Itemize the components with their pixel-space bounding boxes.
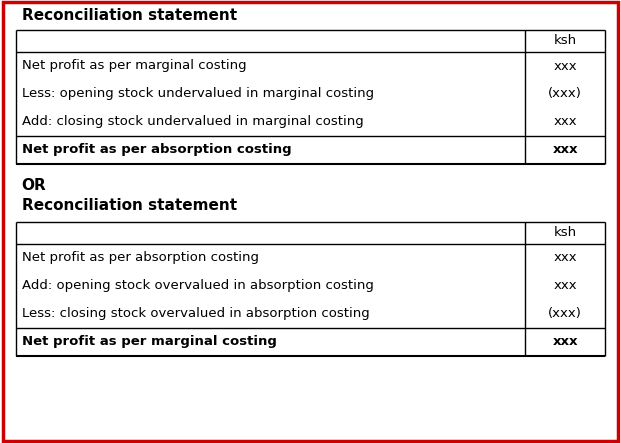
Text: xxx: xxx bbox=[553, 252, 577, 264]
Text: Add: closing stock undervalued in marginal costing: Add: closing stock undervalued in margin… bbox=[22, 116, 363, 128]
Text: ksh: ksh bbox=[553, 226, 577, 240]
Text: Reconciliation statement: Reconciliation statement bbox=[22, 198, 237, 214]
Text: Net profit as per absorption costing: Net profit as per absorption costing bbox=[22, 252, 259, 264]
Text: Net profit as per marginal costing: Net profit as per marginal costing bbox=[22, 59, 247, 73]
Text: Net profit as per absorption costing: Net profit as per absorption costing bbox=[22, 144, 291, 156]
Text: xxx: xxx bbox=[553, 59, 577, 73]
Text: xxx: xxx bbox=[552, 335, 578, 349]
Text: Less: closing stock overvalued in absorption costing: Less: closing stock overvalued in absorp… bbox=[22, 307, 369, 320]
Text: xxx: xxx bbox=[552, 144, 578, 156]
Text: xxx: xxx bbox=[553, 116, 577, 128]
Text: Reconciliation statement: Reconciliation statement bbox=[22, 8, 237, 23]
Text: Less: opening stock undervalued in marginal costing: Less: opening stock undervalued in margi… bbox=[22, 88, 374, 101]
Text: xxx: xxx bbox=[553, 280, 577, 292]
Text: (xxx): (xxx) bbox=[548, 88, 582, 101]
Text: ksh: ksh bbox=[553, 35, 577, 47]
Text: OR: OR bbox=[22, 179, 47, 194]
Text: (xxx): (xxx) bbox=[548, 307, 582, 320]
Text: Add: opening stock overvalued in absorption costing: Add: opening stock overvalued in absorpt… bbox=[22, 280, 374, 292]
Text: Net profit as per marginal costing: Net profit as per marginal costing bbox=[22, 335, 276, 349]
